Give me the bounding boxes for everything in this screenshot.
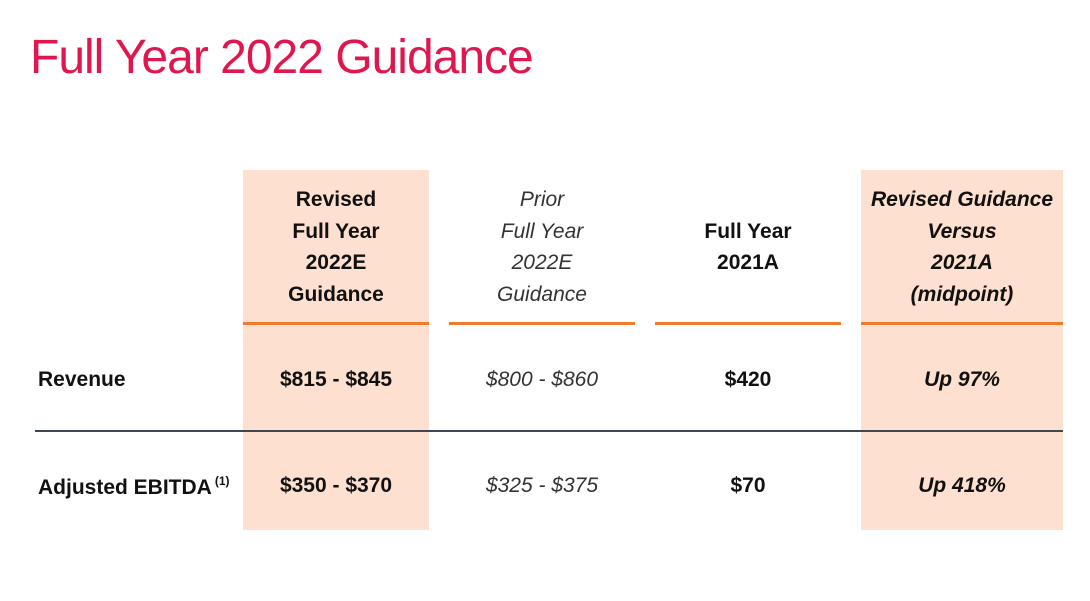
versus-2021a-column-highlight (861, 170, 1063, 530)
header-underline (243, 322, 429, 325)
header-line: 2021A (717, 251, 779, 274)
header-line: 2022E (511, 251, 573, 274)
header-underline (655, 322, 841, 325)
revised-guidance-column-highlight (243, 170, 429, 530)
header-line: Versus (927, 219, 997, 243)
ebitda-revised-guidance: $350 - $370 (279, 474, 393, 497)
revenue-full-year-2021a: $420 (724, 368, 772, 391)
header-line: Guidance (288, 282, 384, 306)
header-line: Full Year (292, 219, 380, 243)
revenue-prior-guidance: $800 - $860 (485, 368, 599, 391)
header-line: Full Year (704, 219, 792, 243)
header-line: Prior (519, 188, 565, 211)
row-label-text: Revenue (38, 368, 126, 391)
header-prior-guidance: Prior Full Year 2022E Guidance (449, 182, 635, 312)
revenue-versus-2021a: Up 97% (924, 368, 1000, 391)
header-underline (449, 322, 635, 325)
header-line: Revised Guidance (870, 188, 1054, 211)
row-label-adjusted-ebitda: Adjusted EBITDA (1) (38, 474, 230, 500)
revenue-revised-guidance: $815 - $845 (279, 368, 393, 391)
header-line: Guidance (497, 282, 587, 306)
row-label-revenue: Revenue (38, 368, 126, 392)
footnote-marker: (1) (214, 474, 230, 488)
header-line: 2022E (305, 251, 367, 274)
header-line: Full Year (500, 219, 584, 243)
header-line: Revised (295, 188, 377, 211)
ebitda-versus-2021a: Up 418% (918, 474, 1006, 497)
ebitda-prior-guidance: $325 - $375 (485, 474, 599, 497)
page-title: Full Year 2022 Guidance (30, 31, 534, 84)
row-label-text: Adjusted EBITDA (38, 476, 212, 499)
header-full-year-2021a: Full Year 2021A (655, 182, 841, 312)
ebitda-full-year-2021a: $70 (730, 474, 766, 497)
header-versus-2021a: Revised Guidance Versus 2021A (midpoint) (861, 182, 1063, 312)
header-revised-guidance: Revised Full Year 2022E Guidance (243, 182, 429, 312)
header-line: 2021A (931, 251, 993, 274)
row-divider (35, 430, 1063, 432)
header-underline (861, 322, 1063, 325)
header-line: (midpoint) (910, 282, 1014, 306)
